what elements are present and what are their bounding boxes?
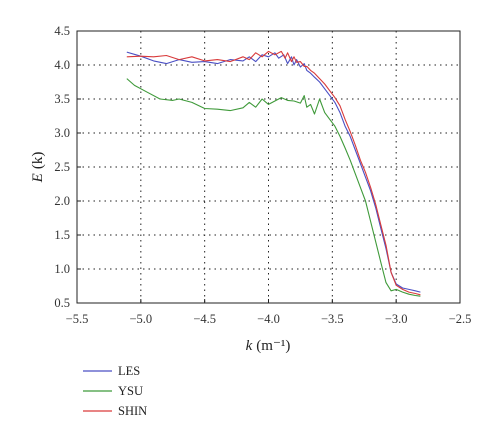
- series-layer: [126, 50, 421, 297]
- x-axis: −5.5 −5.0 −4.5 −4.0 −3.5 −3.0 −2.5: [66, 299, 472, 326]
- legend-label-ysu: YSU: [118, 384, 143, 398]
- x-axis-label-var: k: [246, 338, 253, 354]
- y-axis: 0.5 1.0 1.5 2.0 2.5 3.0 3.5 4.0 4.5: [54, 24, 81, 310]
- grid-lines: [77, 31, 460, 303]
- legend-label-les: LES: [118, 364, 140, 378]
- x-axis-label: k (m⁻¹): [246, 338, 291, 354]
- y-axis-label-unit: (k): [30, 152, 46, 170]
- y-tick-label: 4.0: [54, 58, 70, 72]
- series-line-ysu: [126, 78, 421, 297]
- x-axis-label-unit: (m⁻¹): [256, 338, 290, 354]
- x-tick-label: −2.5: [449, 312, 472, 326]
- x-tick-label: −3.0: [385, 312, 408, 326]
- x-tick-label: −4.5: [193, 312, 216, 326]
- legend: LES YSU SHIN: [83, 364, 147, 418]
- y-tick-label: 4.5: [54, 24, 70, 38]
- y-tick-label: 3.0: [54, 126, 70, 140]
- legend-label-shin: SHIN: [118, 404, 147, 418]
- x-tick-label: −4.0: [257, 312, 280, 326]
- y-tick-label: 2.5: [54, 160, 70, 174]
- y-axis-label: E (k): [30, 152, 46, 184]
- x-tick-label: −3.5: [321, 312, 344, 326]
- x-tick-label: −5.5: [66, 312, 89, 326]
- x-tick-label: −5.0: [129, 312, 152, 326]
- y-tick-label: 2.0: [54, 194, 70, 208]
- series-line-shin: [126, 50, 421, 296]
- y-tick-label: 0.5: [54, 296, 70, 310]
- y-tick-label: 1.0: [54, 262, 70, 276]
- y-axis-label-var: E: [30, 173, 46, 183]
- y-tick-label: 1.5: [54, 228, 70, 242]
- y-tick-label: 3.5: [54, 92, 70, 106]
- series-line-les: [126, 51, 421, 293]
